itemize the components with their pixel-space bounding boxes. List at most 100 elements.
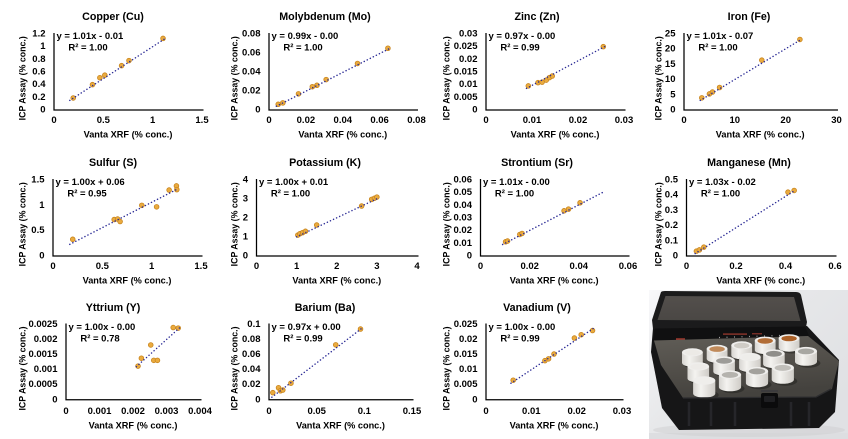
svg-text:0.02: 0.02 (520, 261, 539, 272)
svg-text:0.02: 0.02 (242, 379, 261, 390)
svg-text:1.5: 1.5 (195, 115, 209, 126)
svg-text:0: 0 (51, 115, 56, 126)
svg-text:1.5: 1.5 (31, 175, 45, 186)
svg-text:Strontium (Sr): Strontium (Sr) (501, 157, 573, 169)
svg-text:y = 1.00x + 0.01: y = 1.00x + 0.01 (259, 177, 329, 188)
svg-text:0: 0 (255, 105, 260, 116)
svg-text:0.001: 0.001 (88, 406, 112, 417)
svg-text:0: 0 (266, 115, 271, 126)
svg-text:ICP Assay (% conc.): ICP Assay (% conc.) (18, 36, 28, 120)
svg-text:0.04: 0.04 (334, 115, 353, 126)
svg-text:0.02: 0.02 (459, 54, 478, 65)
svg-text:20: 20 (780, 115, 791, 126)
svg-text:Vanta XRF (% conc.): Vanta XRF (% conc.) (510, 275, 599, 285)
svg-text:y = 1.00x - 0.00: y = 1.00x - 0.00 (69, 322, 136, 333)
svg-text:0.02: 0.02 (567, 406, 586, 417)
svg-text:R² = 1.00: R² = 1.00 (495, 189, 534, 200)
svg-text:ICP Assay (% conc.): ICP Assay (% conc.) (442, 182, 452, 266)
svg-text:0.0025: 0.0025 (28, 319, 58, 330)
svg-text:R² = 1.00: R² = 1.00 (701, 189, 740, 200)
svg-text:y = 1.01x - 0.07: y = 1.01x - 0.07 (687, 31, 754, 42)
svg-text:0.02: 0.02 (454, 225, 473, 236)
svg-text:0.002: 0.002 (34, 334, 58, 345)
svg-text:0: 0 (478, 261, 483, 272)
svg-text:0.5: 0.5 (96, 261, 110, 272)
svg-text:Iron (Fe): Iron (Fe) (728, 11, 771, 23)
svg-text:0.06: 0.06 (619, 261, 638, 272)
svg-text:Sulfur (S): Sulfur (S) (89, 157, 138, 169)
svg-text:5: 5 (670, 89, 676, 100)
svg-text:y = 1.00x + 0.06: y = 1.00x + 0.06 (56, 177, 125, 188)
svg-text:0: 0 (63, 406, 68, 417)
svg-text:Vanta XRF (% conc.): Vanta XRF (% conc.) (89, 420, 178, 430)
svg-text:Vanta XRF (% conc.): Vanta XRF (% conc.) (716, 129, 805, 139)
svg-text:0: 0 (52, 394, 57, 405)
svg-text:0.04: 0.04 (454, 200, 473, 211)
svg-text:0.03: 0.03 (613, 406, 632, 417)
svg-text:0: 0 (39, 251, 44, 262)
svg-text:0: 0 (254, 261, 259, 272)
svg-text:3: 3 (374, 261, 379, 272)
svg-text:R² = 0.95: R² = 0.95 (67, 189, 107, 200)
svg-text:1: 1 (150, 115, 156, 126)
svg-text:y = 1.00x - 0.00: y = 1.00x - 0.00 (489, 322, 556, 333)
svg-text:Yttrium (Y): Yttrium (Y) (86, 302, 141, 314)
svg-text:R² = 1.00: R² = 1.00 (283, 43, 322, 54)
svg-text:30: 30 (831, 115, 842, 126)
svg-text:0: 0 (472, 105, 477, 116)
svg-text:0.04: 0.04 (242, 364, 261, 375)
svg-text:1: 1 (39, 200, 45, 211)
svg-text:0.005: 0.005 (454, 92, 478, 103)
svg-text:0: 0 (255, 394, 260, 405)
svg-text:0.06: 0.06 (242, 349, 261, 360)
svg-text:0.05: 0.05 (454, 187, 473, 198)
svg-text:0.05: 0.05 (307, 406, 326, 417)
svg-text:1: 1 (149, 261, 155, 272)
svg-text:0.2: 0.2 (665, 220, 678, 231)
svg-text:0.5: 0.5 (97, 115, 111, 126)
svg-text:0.3: 0.3 (665, 205, 678, 216)
svg-text:0.01: 0.01 (523, 115, 542, 126)
svg-text:ICP Assay (% conc.): ICP Assay (% conc.) (442, 326, 452, 410)
svg-text:4: 4 (414, 261, 420, 272)
svg-text:4: 4 (243, 175, 249, 186)
svg-text:0: 0 (684, 261, 689, 272)
svg-text:y = 1.01x - 0.00: y = 1.01x - 0.00 (483, 177, 550, 188)
svg-text:0.2: 0.2 (32, 92, 45, 103)
svg-text:0: 0 (243, 251, 248, 262)
svg-text:0.06: 0.06 (454, 175, 473, 186)
svg-text:0.1: 0.1 (247, 319, 261, 330)
svg-text:y = 1.03x - 0.02: y = 1.03x - 0.02 (689, 177, 756, 188)
svg-text:0.5: 0.5 (665, 175, 679, 186)
svg-text:0.08: 0.08 (407, 115, 426, 126)
svg-text:0.01: 0.01 (459, 79, 478, 90)
svg-text:0.08: 0.08 (242, 334, 261, 345)
svg-text:0: 0 (673, 251, 678, 262)
svg-text:0.0005: 0.0005 (28, 379, 58, 390)
svg-text:Vanta XRF (% conc.): Vanta XRF (% conc.) (292, 275, 381, 285)
svg-text:0.1: 0.1 (358, 406, 372, 417)
svg-text:Manganese (Mn): Manganese (Mn) (707, 157, 791, 169)
svg-text:y = 1.01x - 0.01: y = 1.01x - 0.01 (57, 31, 125, 42)
svg-text:0.6: 0.6 (828, 261, 841, 272)
svg-text:Vanta XRF (% conc.): Vanta XRF (% conc.) (83, 275, 172, 285)
svg-text:2: 2 (334, 261, 339, 272)
svg-text:ICP Assay (% conc.): ICP Assay (% conc.) (18, 326, 28, 410)
svg-text:0.025: 0.025 (454, 41, 478, 52)
svg-text:Copper (Cu): Copper (Cu) (82, 11, 144, 23)
svg-text:ICP Assay (% conc.): ICP Assay (% conc.) (442, 36, 452, 120)
svg-text:Vanta XRF (% conc.): Vanta XRF (% conc.) (298, 129, 387, 139)
svg-text:0.06: 0.06 (242, 48, 261, 59)
svg-text:0.005: 0.005 (454, 379, 478, 390)
svg-text:0: 0 (681, 115, 686, 126)
svg-text:0.03: 0.03 (459, 29, 478, 40)
svg-text:0.003: 0.003 (155, 406, 179, 417)
svg-text:0: 0 (467, 251, 472, 262)
svg-text:0.004: 0.004 (188, 406, 212, 417)
svg-text:0.01: 0.01 (454, 238, 473, 249)
svg-text:0.6: 0.6 (32, 67, 45, 78)
svg-text:2: 2 (243, 213, 248, 224)
svg-text:R² = 0.99: R² = 0.99 (283, 334, 322, 345)
svg-text:Vanta XRF (% conc.): Vanta XRF (% conc.) (84, 129, 173, 139)
svg-text:Vanta XRF (% conc.): Vanta XRF (% conc.) (296, 420, 385, 430)
